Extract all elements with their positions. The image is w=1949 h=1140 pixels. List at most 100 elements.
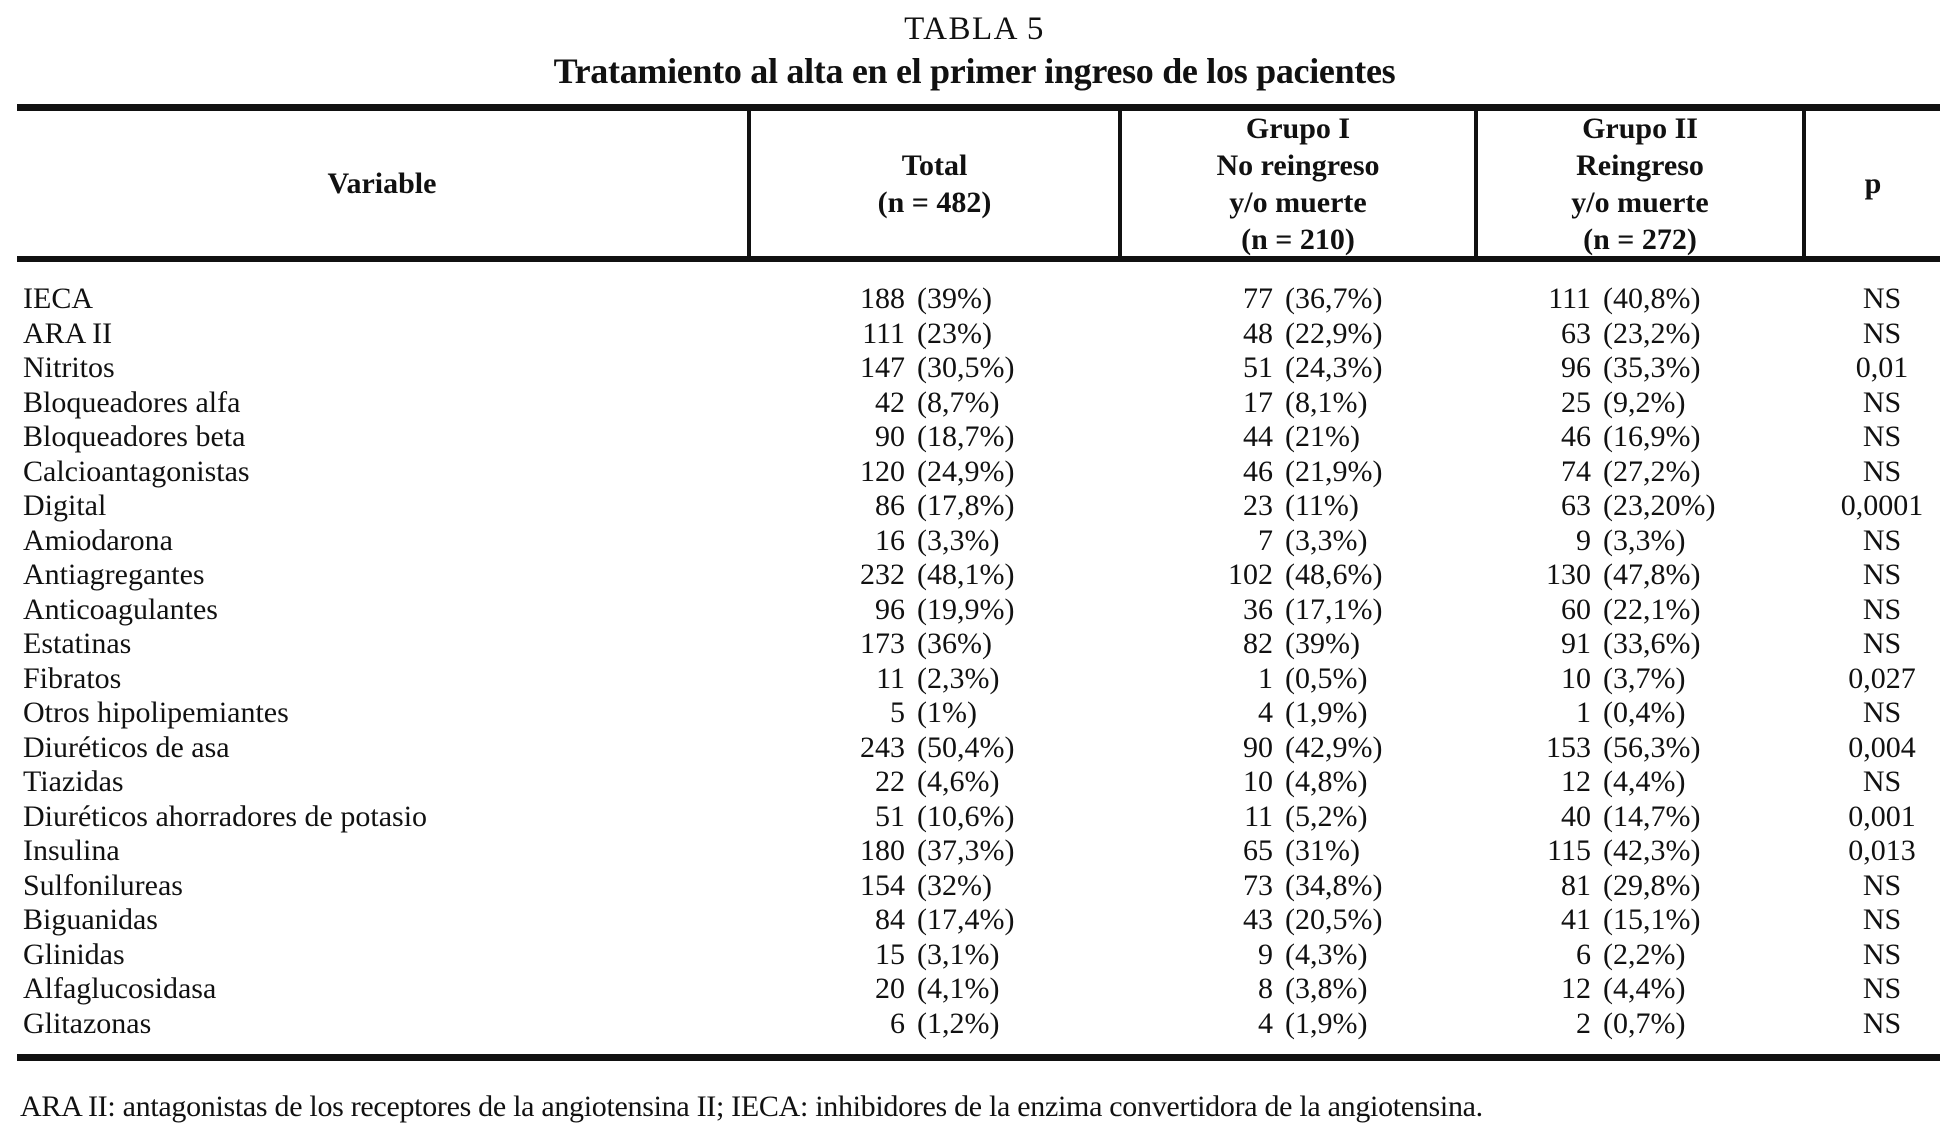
row-total-value: 96 (19,9%) bbox=[747, 593, 1118, 628]
row-p-value: NS bbox=[1862, 696, 1902, 729]
row-total-value: 188 (39%) bbox=[747, 282, 1118, 317]
total-percent: (4,6%) bbox=[917, 765, 1000, 798]
row-grupo1-value: 23 (11%) bbox=[1118, 489, 1474, 524]
row-grupo2-value: 12 (4,4%) bbox=[1474, 765, 1802, 800]
grupo2-percent: (0,7%) bbox=[1603, 1006, 1686, 1040]
total-percent: (3,3%) bbox=[917, 523, 1000, 557]
total-percent: (32%) bbox=[917, 868, 992, 902]
row-grupo1-value: 102 (48,6%) bbox=[1118, 558, 1474, 593]
grupo1-count: 65 bbox=[1243, 834, 1273, 867]
row-grupo2-value: 60 (22,1%) bbox=[1474, 593, 1802, 628]
row-grupo2-value: 46 (16,9%) bbox=[1474, 420, 1802, 455]
row-grupo1-value: 17 (8,1%) bbox=[1118, 386, 1474, 421]
grupo1-percent: (4,3%) bbox=[1285, 937, 1368, 971]
total-count: 86 bbox=[875, 489, 905, 522]
grupo1-percent: (1,9%) bbox=[1285, 1006, 1368, 1040]
row-p-value: 0,001 bbox=[1848, 799, 1916, 833]
row-p-value: NS bbox=[1862, 868, 1902, 902]
row-p-value: 0,013 bbox=[1848, 834, 1916, 867]
total-count: 22 bbox=[875, 765, 905, 798]
total-percent: (18,7%) bbox=[917, 420, 1015, 453]
table-row: Glitazonas 6 (1,2%) 4 (1,9%) 2 (0,7%) NS bbox=[17, 1007, 1940, 1042]
table-row: Nitritos 147 (30,5%) 51 (24,3%) 96 (35,3… bbox=[17, 351, 1940, 386]
header-grupo2-line3: y/o muerte bbox=[1571, 185, 1709, 219]
row-variable: Insulina bbox=[23, 834, 120, 867]
total-percent: (36%) bbox=[917, 627, 992, 660]
grupo2-count: 96 bbox=[1561, 351, 1591, 384]
header-grupo2: Grupo II Reingreso y/o muerte (n = 272) bbox=[1474, 111, 1802, 256]
table-row: Alfaglucosidasa 20 (4,1%) 8 (3,8%) 12 (4… bbox=[17, 972, 1940, 1007]
row-grupo2-value: 63 (23,20%) bbox=[1474, 489, 1802, 524]
row-grupo1-value: 11 (5,2%) bbox=[1118, 800, 1474, 835]
grupo2-count: 74 bbox=[1561, 454, 1591, 488]
row-total-value: 15 (3,1%) bbox=[747, 938, 1118, 973]
grupo2-count: 10 bbox=[1561, 661, 1591, 695]
row-p-value: NS bbox=[1862, 385, 1902, 419]
grupo1-percent: (21%) bbox=[1285, 420, 1360, 453]
header-grupo2-line2: Reingreso bbox=[1576, 148, 1704, 182]
grupo2-count: 1 bbox=[1576, 696, 1591, 729]
row-p-value: 0,01 bbox=[1855, 351, 1909, 384]
grupo1-count: 43 bbox=[1243, 903, 1273, 936]
row-grupo1-value: 82 (39%) bbox=[1118, 627, 1474, 662]
grupo1-count: 90 bbox=[1243, 730, 1273, 764]
total-count: 11 bbox=[876, 661, 905, 695]
grupo2-count: 12 bbox=[1561, 765, 1591, 798]
total-count: 154 bbox=[860, 868, 905, 902]
total-count: 111 bbox=[862, 316, 905, 350]
row-variable: ARA II bbox=[23, 316, 113, 350]
grupo2-count: 9 bbox=[1576, 523, 1591, 557]
grupo1-percent: (36,7%) bbox=[1285, 282, 1383, 315]
row-p-value: 0,027 bbox=[1848, 661, 1916, 695]
total-percent: (1,2%) bbox=[917, 1006, 1000, 1040]
grupo2-percent: (33,6%) bbox=[1603, 627, 1701, 660]
grupo2-count: 130 bbox=[1546, 558, 1591, 591]
grupo2-percent: (4,4%) bbox=[1603, 765, 1686, 798]
footnote: ARA II: antagonistas de los receptores d… bbox=[20, 1090, 1483, 1123]
grupo2-percent: (3,7%) bbox=[1603, 661, 1686, 695]
grupo1-count: 9 bbox=[1258, 937, 1273, 971]
total-percent: (4,1%) bbox=[917, 972, 1000, 1005]
grupo2-percent: (2,2%) bbox=[1603, 937, 1686, 971]
grupo2-percent: (56,3%) bbox=[1603, 730, 1701, 764]
grupo1-count: 8 bbox=[1258, 972, 1273, 1005]
header-total: Total (n = 482) bbox=[747, 111, 1118, 256]
header-variable: Variable bbox=[17, 111, 747, 256]
grupo2-percent: (40,8%) bbox=[1603, 282, 1701, 315]
row-variable: Digital bbox=[23, 489, 107, 522]
row-grupo1-value: 90 (42,9%) bbox=[1118, 731, 1474, 766]
grupo1-percent: (8,1%) bbox=[1285, 385, 1368, 419]
row-grupo2-value: 91 (33,6%) bbox=[1474, 627, 1802, 662]
table-row: Insulina 180 (37,3%) 65 (31%) 115 (42,3%… bbox=[17, 834, 1940, 869]
row-total-value: 20 (4,1%) bbox=[747, 972, 1118, 1007]
total-percent: (2,3%) bbox=[917, 661, 1000, 695]
row-grupo2-value: 6 (2,2%) bbox=[1474, 938, 1802, 973]
grupo2-count: 115 bbox=[1547, 834, 1591, 867]
row-total-value: 232 (48,1%) bbox=[747, 558, 1118, 593]
grupo1-percent: (34,8%) bbox=[1285, 868, 1383, 902]
row-variable: Estatinas bbox=[23, 627, 132, 660]
total-count: 16 bbox=[875, 523, 905, 557]
grupo1-count: 7 bbox=[1258, 523, 1273, 557]
grupo2-count: 60 bbox=[1561, 592, 1591, 626]
row-variable: Fibratos bbox=[23, 661, 122, 695]
row-grupo2-value: 111 (40,8%) bbox=[1474, 282, 1802, 317]
table-row: Biguanidas 84 (17,4%) 43 (20,5%) 41 (15,… bbox=[17, 903, 1940, 938]
row-total-value: 120 (24,9%) bbox=[747, 455, 1118, 490]
row-grupo2-value: 81 (29,8%) bbox=[1474, 869, 1802, 904]
grupo1-percent: (31%) bbox=[1285, 834, 1360, 867]
grupo1-count: 77 bbox=[1243, 282, 1273, 315]
total-count: 51 bbox=[875, 799, 905, 833]
grupo1-count: 23 bbox=[1243, 489, 1273, 522]
row-variable: Bloqueadores beta bbox=[23, 420, 246, 453]
grupo2-percent: (22,1%) bbox=[1603, 592, 1701, 626]
grupo1-percent: (17,1%) bbox=[1285, 592, 1383, 626]
total-percent: (3,1%) bbox=[917, 937, 1000, 971]
total-count: 90 bbox=[875, 420, 905, 453]
grupo2-percent: (9,2%) bbox=[1603, 385, 1686, 419]
row-grupo1-value: 10 (4,8%) bbox=[1118, 765, 1474, 800]
grupo2-count: 63 bbox=[1561, 489, 1591, 522]
total-count: 96 bbox=[875, 592, 905, 626]
row-variable: Nitritos bbox=[23, 351, 115, 384]
total-count: 180 bbox=[860, 834, 905, 867]
